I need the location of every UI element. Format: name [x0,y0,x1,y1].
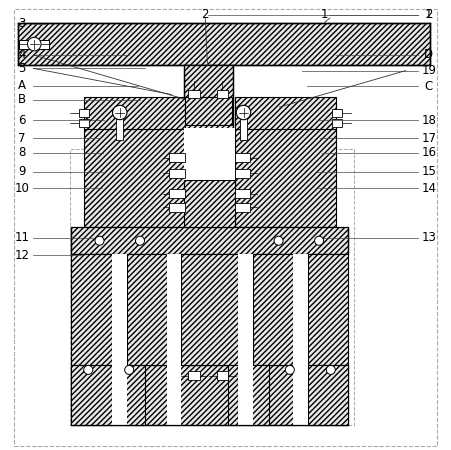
Bar [169,189,185,198]
Bar [18,22,430,65]
Bar [235,169,250,178]
Bar [216,90,228,98]
Bar [70,148,354,425]
Text: 15: 15 [422,166,436,178]
Bar [235,129,336,227]
Bar [235,189,250,198]
Bar [308,254,348,364]
Circle shape [124,365,133,374]
Bar [184,180,235,227]
Bar [126,254,167,364]
Text: 19: 19 [421,64,437,77]
Bar [293,364,308,425]
Text: 8: 8 [18,147,26,159]
Bar [167,254,180,364]
Bar [235,153,250,162]
Bar [114,364,144,425]
Circle shape [84,365,93,374]
Bar [79,109,89,117]
Text: 16: 16 [421,147,437,159]
Bar [169,202,185,211]
Bar [84,97,185,130]
Text: 1: 1 [321,9,328,21]
Text: D: D [424,49,433,61]
Bar [240,115,247,140]
Circle shape [236,105,251,120]
Bar [332,109,342,117]
Text: 13: 13 [422,231,436,244]
Bar [216,371,228,380]
Text: 6: 6 [18,114,26,126]
Bar [188,371,200,380]
Bar [116,115,124,140]
Text: 11: 11 [14,231,30,244]
Text: 4: 4 [18,49,26,61]
Bar [253,254,293,364]
Bar [228,364,238,425]
Text: 12: 12 [14,249,30,261]
Text: 17: 17 [421,132,437,144]
Bar [293,254,308,364]
Bar [169,153,185,162]
Circle shape [315,236,324,245]
Bar [169,169,185,178]
Circle shape [113,105,127,120]
Text: 7: 7 [18,132,26,144]
Text: 5: 5 [18,62,26,75]
Bar [184,65,233,181]
Circle shape [274,236,283,245]
Bar [238,254,253,364]
Bar [184,128,235,180]
Bar [71,254,112,364]
Bar [332,119,342,127]
Bar [167,364,180,425]
Text: 18: 18 [422,114,436,126]
Text: 2: 2 [425,9,433,21]
Bar [112,364,126,425]
Text: 2: 2 [202,9,209,21]
Bar [79,119,89,127]
Text: B: B [18,94,26,106]
Circle shape [285,365,295,374]
Circle shape [135,236,144,245]
Bar [235,202,250,211]
Text: A: A [18,79,26,92]
Bar [235,97,336,130]
Circle shape [327,365,335,374]
Circle shape [95,236,104,245]
Text: 14: 14 [421,182,437,194]
Bar [19,40,49,49]
Text: 1: 1 [425,9,433,21]
Bar [180,254,238,364]
Bar [308,364,348,425]
Bar [71,364,112,425]
Bar [112,254,126,364]
Text: 9: 9 [18,166,26,178]
Circle shape [28,37,41,51]
Bar [238,364,269,425]
Text: 10: 10 [15,182,29,194]
Bar [188,90,200,98]
Bar [238,364,253,425]
Text: 3: 3 [18,18,26,30]
Bar [71,364,348,425]
Bar [71,227,348,254]
Bar [185,97,232,125]
Bar [84,129,185,227]
Text: C: C [425,80,433,93]
